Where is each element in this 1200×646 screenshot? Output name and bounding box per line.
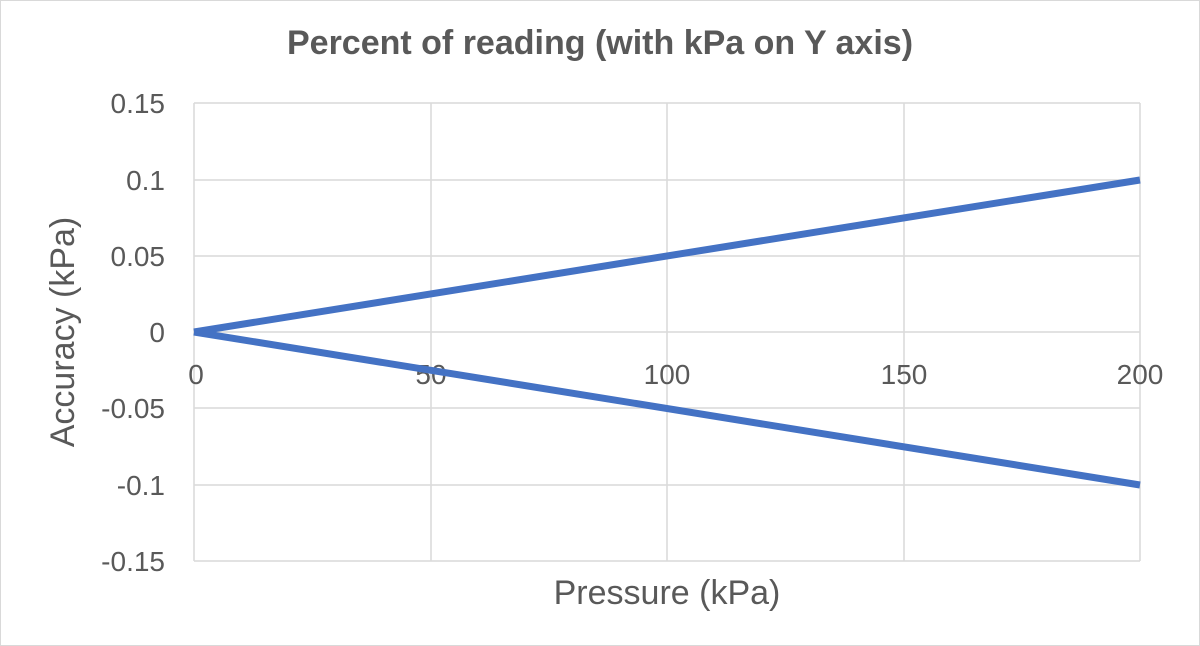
y-tick: 0.05 <box>111 241 166 272</box>
series-lower-line <box>193 328 1141 489</box>
data-series <box>193 176 1141 489</box>
y-tick: 0.15 <box>111 88 166 119</box>
x-axis-label: Pressure (kPa) <box>554 574 781 612</box>
y-tick: 0 <box>149 317 165 348</box>
chart-title: Percent of reading (with kPa on Y axis) <box>286 24 914 62</box>
y-tick: -0.15 <box>101 546 165 577</box>
gridlines <box>193 102 1141 562</box>
x-tick: 0 <box>188 359 204 390</box>
series-upper-line <box>193 176 1141 336</box>
x-tick: 200 <box>1117 359 1164 390</box>
y-tick-labels: 0.15 0.1 0.05 0 -0.05 -0.1 -0.15 <box>101 88 165 577</box>
y-axis-label: Accuracy (kPa) <box>44 217 82 448</box>
y-tick: 0.1 <box>126 165 165 196</box>
y-tick: -0.05 <box>101 393 165 424</box>
x-tick: 100 <box>644 359 691 390</box>
x-tick-labels: 0 50 100 150 200 <box>188 359 1163 390</box>
y-tick: -0.1 <box>117 470 165 501</box>
x-tick: 150 <box>881 359 928 390</box>
